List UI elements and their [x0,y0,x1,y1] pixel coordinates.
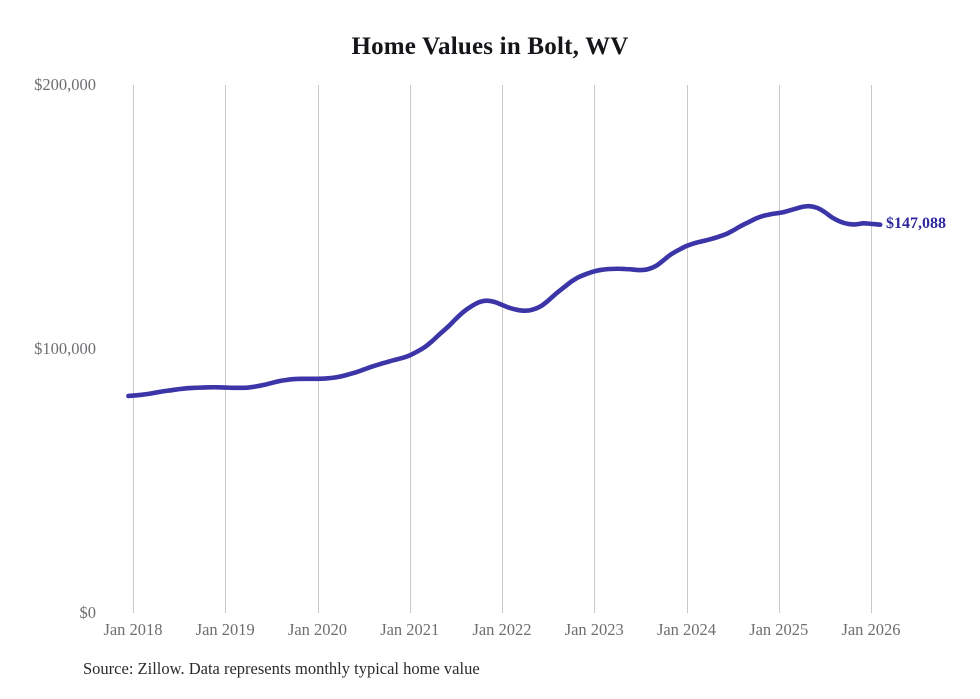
x-axis-tick-label: Jan 2020 [287,620,348,639]
end-value-label: $147,088 [886,214,946,232]
x-axis-tick-label: Jan 2019 [195,620,255,639]
gridlines [133,85,872,613]
source-note: Source: Zillow. Data represents monthly … [83,659,480,678]
x-axis-tick-label: Jan 2021 [380,620,440,639]
data-line [126,203,883,399]
x-axis-tick-label: Jan 2018 [103,620,163,639]
data-series-group [126,203,883,399]
y-axis-tick-label: $100,000 [34,339,96,358]
chart-title: Home Values in Bolt, WV [351,33,629,60]
x-axis-tick-label: Jan 2026 [841,620,901,639]
x-axis-tick-label: Jan 2024 [656,620,717,639]
x-axis-tick-label: Jan 2023 [564,620,624,639]
y-axis-tick-label: $200,000 [34,75,96,94]
x-axis-tick-label: Jan 2025 [749,620,809,639]
x-axis-tick-label: Jan 2022 [472,620,532,639]
y-axis-tick-label: $0 [79,603,97,622]
